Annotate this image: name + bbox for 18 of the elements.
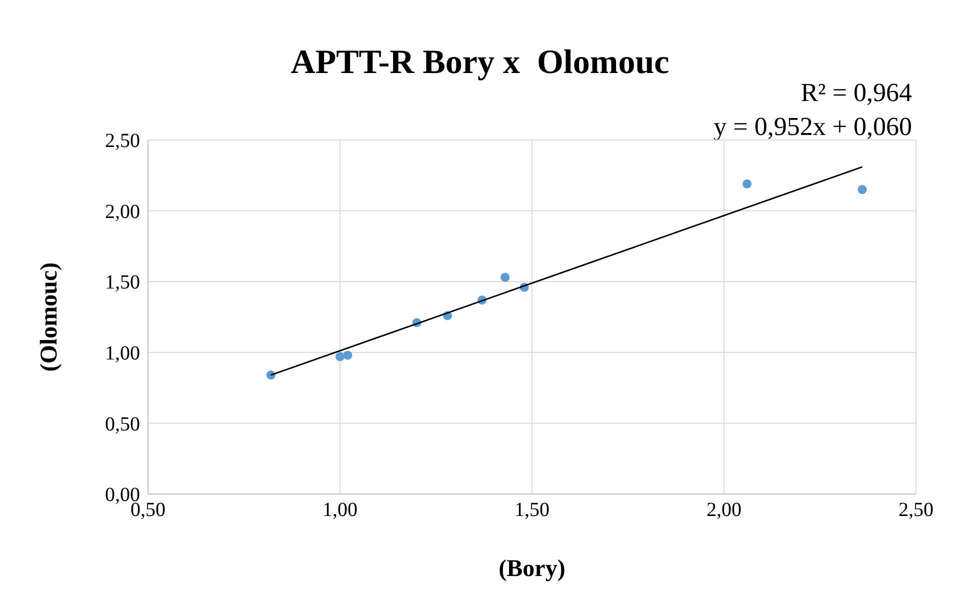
chart-title: APTT-R Bory x Olomouc (290, 44, 670, 81)
point (858, 185, 867, 194)
x-tick-label: 2,00 (706, 499, 742, 522)
point (742, 179, 752, 188)
point (335, 352, 345, 362)
x-tick-label: 1,50 (514, 499, 550, 522)
y-tick-label: 0,50 (105, 413, 140, 436)
y-tick-label: 2,00 (105, 200, 140, 223)
y-tick-label: 1,00 (105, 342, 140, 364)
y-tick-label: 2,50 (105, 130, 140, 152)
x-tick-label: 2,50 (898, 499, 934, 522)
y-tick-label: 1,50 (105, 272, 140, 294)
x-tick-label: 1,00 (322, 499, 358, 522)
point (500, 272, 510, 282)
point (343, 350, 352, 360)
x-axis-title: (Bory) (498, 556, 566, 582)
text: R² = 0,964 (800, 78, 912, 107)
y-axis-title: (Olomouc) (36, 262, 63, 372)
